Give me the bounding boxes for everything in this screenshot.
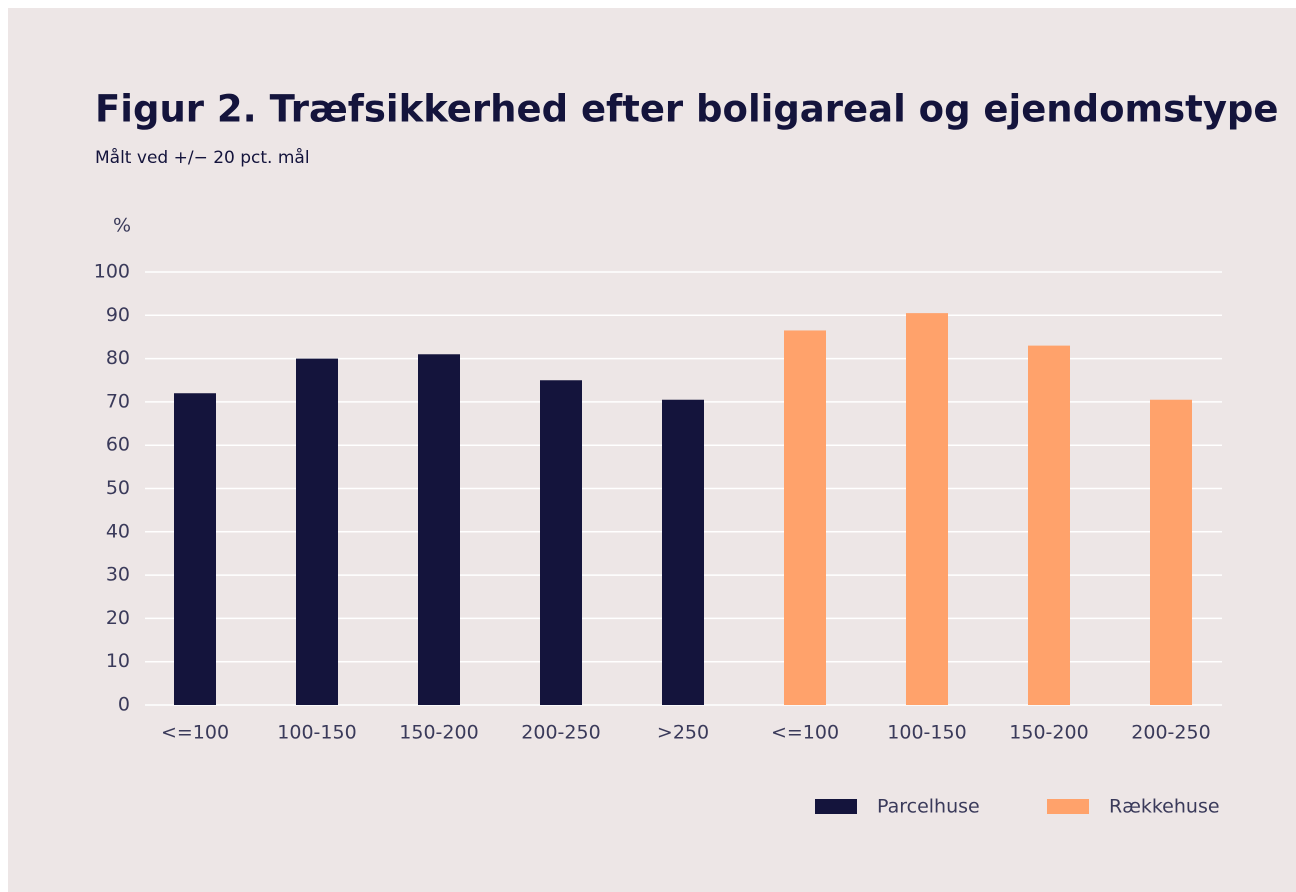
bar — [906, 313, 948, 705]
legend-label: Parcelhuse — [877, 796, 980, 818]
bar — [1028, 345, 1070, 705]
y-tick-label: 30 — [106, 564, 130, 586]
chart-subtitle: Målt ved +/− 20 pct. mål — [95, 147, 310, 168]
y-tick-label: 10 — [106, 650, 130, 672]
legend-swatch — [1047, 799, 1089, 814]
bar — [174, 393, 216, 705]
x-tick-label: 200-250 — [1131, 722, 1210, 744]
x-tick-label: 100-150 — [277, 722, 356, 744]
bar — [418, 354, 460, 705]
x-tick-label: 100-150 — [887, 722, 966, 744]
y-tick-label: 90 — [106, 304, 130, 326]
x-tick-label: 200-250 — [521, 722, 600, 744]
y-tick-label: 20 — [106, 607, 130, 629]
bar — [662, 399, 704, 705]
y-tick-label: 100 — [94, 261, 130, 283]
y-axis-label: % — [113, 215, 131, 237]
x-tick-label: >250 — [657, 722, 709, 744]
bar — [1150, 399, 1192, 705]
x-tick-label: 150-200 — [399, 722, 478, 744]
bar — [540, 380, 582, 705]
bar — [784, 330, 826, 705]
bar — [296, 358, 338, 705]
legend-swatch — [815, 799, 857, 814]
panel — [8, 8, 1296, 892]
x-tick-label: <=100 — [161, 722, 229, 744]
y-tick-label: 50 — [106, 477, 130, 499]
y-tick-label: 70 — [106, 390, 130, 412]
y-tick-label: 0 — [118, 694, 130, 716]
legend-label: Rækkehuse — [1109, 796, 1220, 818]
chart-title: Figur 2. Træfsikkerhed efter boligareal … — [95, 88, 1279, 131]
y-tick-label: 60 — [106, 434, 130, 456]
y-tick-label: 80 — [106, 347, 130, 369]
x-tick-label: <=100 — [771, 722, 839, 744]
x-tick-label: 150-200 — [1009, 722, 1088, 744]
y-tick-label: 40 — [106, 520, 130, 542]
